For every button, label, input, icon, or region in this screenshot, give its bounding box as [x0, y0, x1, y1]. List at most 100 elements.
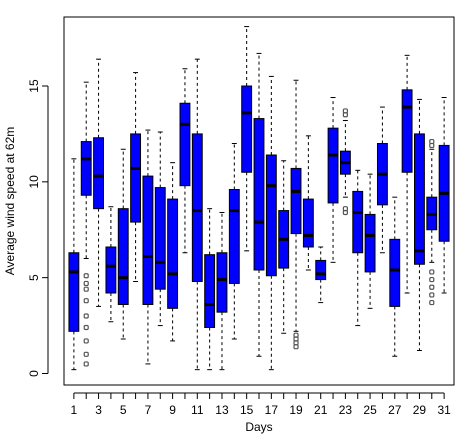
outlier-point	[83, 324, 89, 331]
box-day-5	[117, 148, 129, 340]
iqr-box	[179, 102, 191, 187]
x-tick-label: 11	[191, 403, 204, 417]
x-axis: 1 3 5 7 9 11 13 15 17 19 21 23 25 27 29 31	[71, 392, 451, 417]
outlier-point	[293, 344, 299, 350]
iqr-box	[167, 198, 179, 309]
outlier-point	[83, 273, 89, 279]
x-tick-label: 7	[145, 403, 152, 417]
box-day-22	[327, 97, 339, 263]
plot-marks	[68, 26, 450, 371]
iqr-box	[191, 133, 203, 282]
box-day-28	[401, 54, 413, 294]
x-tick-label: 19	[289, 403, 303, 417]
iqr-box	[315, 259, 327, 281]
box-day-26	[376, 106, 388, 254]
y-axis-title: Average wind speed at 62m	[3, 127, 17, 276]
iqr-box	[154, 187, 166, 290]
iqr-box	[142, 175, 154, 305]
iqr-box	[216, 252, 228, 313]
outlier-point	[83, 280, 89, 287]
iqr-box	[253, 118, 265, 271]
box-day-24	[352, 169, 364, 327]
y-axis: 0 5 10 15	[27, 79, 49, 377]
iqr-box	[105, 246, 117, 294]
outlier-point	[429, 299, 435, 306]
box-day-27	[389, 196, 401, 357]
y-tick-label: 5	[27, 274, 41, 281]
outlier-point	[429, 142, 435, 149]
iqr-box	[414, 133, 425, 265]
iqr-box	[241, 85, 253, 173]
outlier-point	[83, 313, 89, 319]
box-day-29	[414, 98, 425, 351]
x-tick-label: 13	[215, 403, 229, 417]
iqr-box	[290, 167, 302, 235]
outlier-point	[429, 292, 435, 298]
x-tick-label: 5	[120, 403, 127, 417]
iqr-box	[228, 189, 240, 284]
box-day-1	[68, 158, 80, 371]
box-day-18	[278, 160, 290, 334]
iqr-box	[302, 198, 314, 248]
iqr-box	[204, 254, 216, 329]
x-tick-label: 25	[363, 403, 377, 417]
iqr-box	[117, 208, 129, 306]
iqr-box	[80, 141, 92, 196]
box-day-16	[253, 52, 265, 357]
box-day-23	[339, 108, 351, 216]
iqr-box	[327, 127, 339, 204]
plot-frame	[63, 16, 455, 386]
box-day-14	[228, 143, 240, 340]
x-tick-label: 15	[240, 403, 254, 417]
x-tick-label: 29	[413, 403, 427, 417]
x-tick-label: 23	[339, 403, 353, 417]
iqr-box	[401, 89, 413, 173]
outlier-point	[83, 298, 89, 304]
box-day-17	[265, 75, 277, 371]
outlier-point	[83, 361, 89, 367]
box-day-10	[179, 68, 191, 254]
x-tick-label: 3	[95, 403, 102, 417]
iqr-box	[265, 154, 277, 277]
outlier-point	[429, 284, 435, 290]
y-tick-label: 0	[27, 370, 41, 377]
box-day-30	[426, 138, 438, 306]
box-day-9	[167, 162, 179, 342]
box-day-8	[154, 131, 166, 327]
iqr-box	[389, 238, 401, 307]
outlier-point	[83, 338, 89, 344]
x-tick-label: 9	[169, 403, 176, 417]
box-day-3	[93, 58, 104, 307]
x-axis-title: Days	[245, 420, 272, 434]
box-day-15	[241, 26, 253, 252]
iqr-box	[364, 213, 376, 273]
x-tick-label: 1	[71, 403, 78, 417]
box-day-6	[130, 72, 142, 282]
outlier-point	[83, 351, 89, 357]
x-tick-label: 27	[388, 403, 402, 417]
iqr-box	[130, 133, 142, 223]
box-day-21	[315, 246, 327, 304]
iqr-box	[352, 190, 364, 254]
box-day-12	[204, 208, 216, 371]
box-day-25	[364, 173, 376, 309]
outlier-point	[429, 269, 435, 275]
iqr-box	[93, 137, 104, 210]
x-tick-label: 21	[314, 403, 328, 417]
box-day-31	[438, 97, 450, 294]
box-day-7	[142, 129, 154, 365]
outlier-point	[342, 112, 348, 118]
box-day-4	[105, 206, 117, 323]
y-tick-label: 10	[27, 175, 41, 189]
x-tick-label: 31	[437, 403, 451, 417]
box-day-19	[290, 79, 302, 350]
box-day-11	[191, 58, 203, 371]
iqr-box	[68, 252, 80, 332]
outlier-point	[83, 286, 89, 292]
outlier-point	[342, 209, 348, 216]
box-day-13	[216, 212, 228, 371]
y-tick-label: 15	[27, 79, 41, 93]
x-tick-label: 17	[265, 403, 279, 417]
